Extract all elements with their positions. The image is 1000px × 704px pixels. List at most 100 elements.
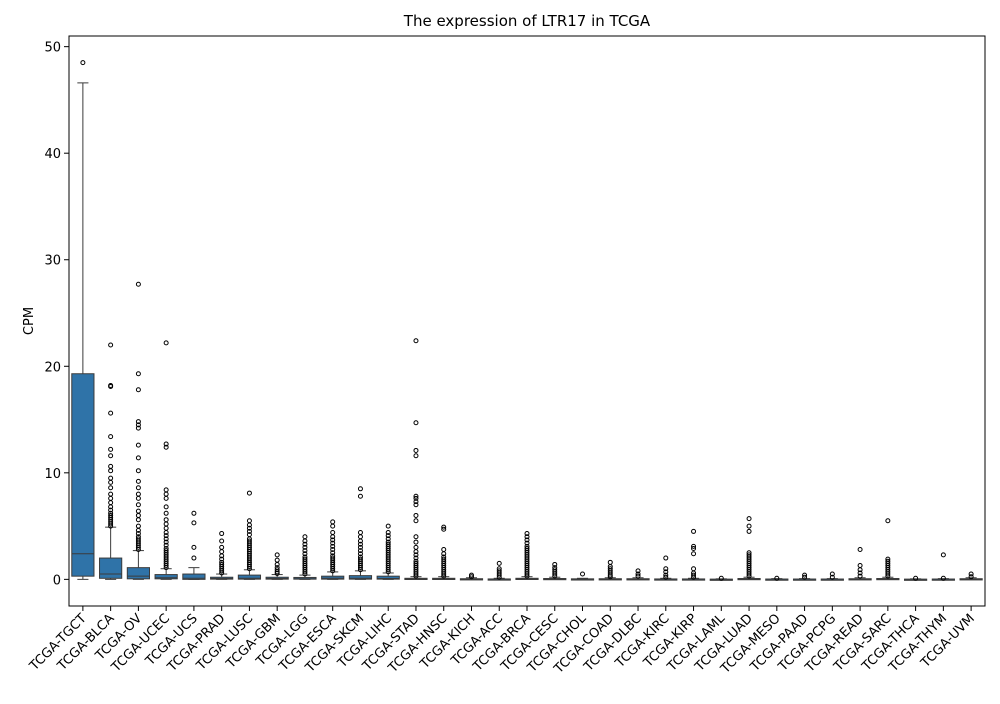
- outlier-point: [413, 544, 419, 550]
- outlier-point: [663, 574, 669, 580]
- outlier-point: [80, 60, 86, 66]
- outlier-point: [940, 575, 946, 581]
- outlier-point: [691, 566, 697, 572]
- box-group: [154, 340, 178, 580]
- outlier-point: [413, 493, 419, 499]
- outlier-point: [163, 542, 169, 548]
- outlier-point: [829, 574, 835, 580]
- outlier-point: [774, 575, 780, 581]
- outlier-point: [607, 559, 613, 565]
- box-group: [654, 555, 678, 581]
- outlier-point: [135, 531, 141, 537]
- outlier-point: [691, 551, 697, 557]
- outlier-point: [357, 486, 363, 492]
- outlier-point: [274, 557, 280, 563]
- outlier-point: [302, 541, 308, 547]
- box-group: [681, 528, 706, 581]
- outlier-point: [357, 544, 363, 550]
- outlier-point: [163, 340, 169, 346]
- box-group: [376, 523, 400, 580]
- outlier-point: [413, 518, 419, 524]
- outlier-point: [663, 572, 669, 578]
- box-iqr: [99, 557, 123, 579]
- outlier-point: [108, 382, 114, 388]
- box-group: [737, 516, 761, 581]
- outlier-point: [135, 491, 141, 497]
- outlier-point: [940, 552, 946, 558]
- outlier-point: [246, 525, 252, 531]
- outlier-point: [302, 551, 308, 557]
- outlier-point: [135, 523, 141, 529]
- outlier-point: [330, 550, 336, 556]
- outlier-point: [135, 468, 141, 474]
- outlier-point: [108, 510, 114, 516]
- outlier-point: [302, 556, 308, 562]
- outlier-point: [857, 547, 863, 553]
- outlier-point: [663, 555, 669, 561]
- outlier-point: [413, 558, 419, 564]
- box-group: [765, 575, 789, 581]
- outlier-point: [413, 499, 419, 505]
- outlier-point: [441, 526, 447, 532]
- outlier-point: [580, 571, 586, 577]
- outlier-point: [191, 510, 197, 516]
- box-group: [876, 518, 900, 581]
- outlier-point: [163, 545, 169, 551]
- box-group: [126, 281, 150, 580]
- outlier-point: [163, 444, 169, 450]
- outlier-point: [691, 572, 697, 578]
- outlier-point: [163, 521, 169, 527]
- outlier-point: [357, 554, 363, 560]
- outlier-point: [108, 507, 114, 513]
- outlier-point: [274, 565, 280, 571]
- box-group: [931, 552, 955, 581]
- outlier-point: [385, 523, 391, 529]
- outlier-point: [413, 539, 419, 545]
- box-iqr: [376, 575, 400, 580]
- outlier-point: [413, 447, 419, 453]
- plot-frame: [68, 35, 986, 607]
- outlier-point: [246, 532, 252, 538]
- outlier-point: [441, 547, 447, 553]
- outlier-point: [246, 538, 252, 544]
- box-group: [348, 486, 373, 580]
- box-iqr: [182, 573, 206, 580]
- outlier-point: [135, 495, 141, 501]
- outlier-point: [802, 574, 808, 580]
- outlier-point: [413, 420, 419, 426]
- outlier-point: [330, 529, 336, 535]
- outlier-point: [357, 548, 363, 554]
- box-group: [321, 519, 345, 580]
- outlier-point: [663, 566, 669, 572]
- outlier-point: [746, 516, 752, 522]
- outlier-point: [163, 525, 169, 531]
- box-group: [210, 531, 234, 580]
- outlier-point: [885, 556, 891, 562]
- outlier-point: [968, 571, 974, 577]
- outlier-point: [108, 495, 114, 501]
- outlier-point: [108, 342, 114, 348]
- outlier-point: [246, 490, 252, 496]
- outlier-point: [219, 549, 225, 555]
- outlier-point: [135, 517, 141, 523]
- outlier-point: [635, 571, 641, 577]
- outlier-point: [108, 475, 114, 481]
- box-group: [71, 60, 95, 580]
- outlier-point: [746, 528, 752, 534]
- outlier-point: [496, 566, 502, 572]
- box-group: [404, 338, 428, 580]
- outlier-point: [135, 425, 141, 431]
- outlier-point: [330, 519, 336, 525]
- outlier-point: [802, 572, 808, 578]
- box-group: [959, 571, 983, 581]
- box-group: [487, 560, 511, 581]
- outlier-point: [913, 575, 919, 581]
- outlier-point: [385, 529, 391, 535]
- outlier-point: [357, 541, 363, 547]
- outlier-point: [413, 502, 419, 508]
- box-group: [709, 575, 733, 581]
- outlier-point: [330, 543, 336, 549]
- outlier-point: [330, 553, 336, 559]
- outlier-point: [219, 544, 225, 550]
- box-iqr: [348, 575, 373, 580]
